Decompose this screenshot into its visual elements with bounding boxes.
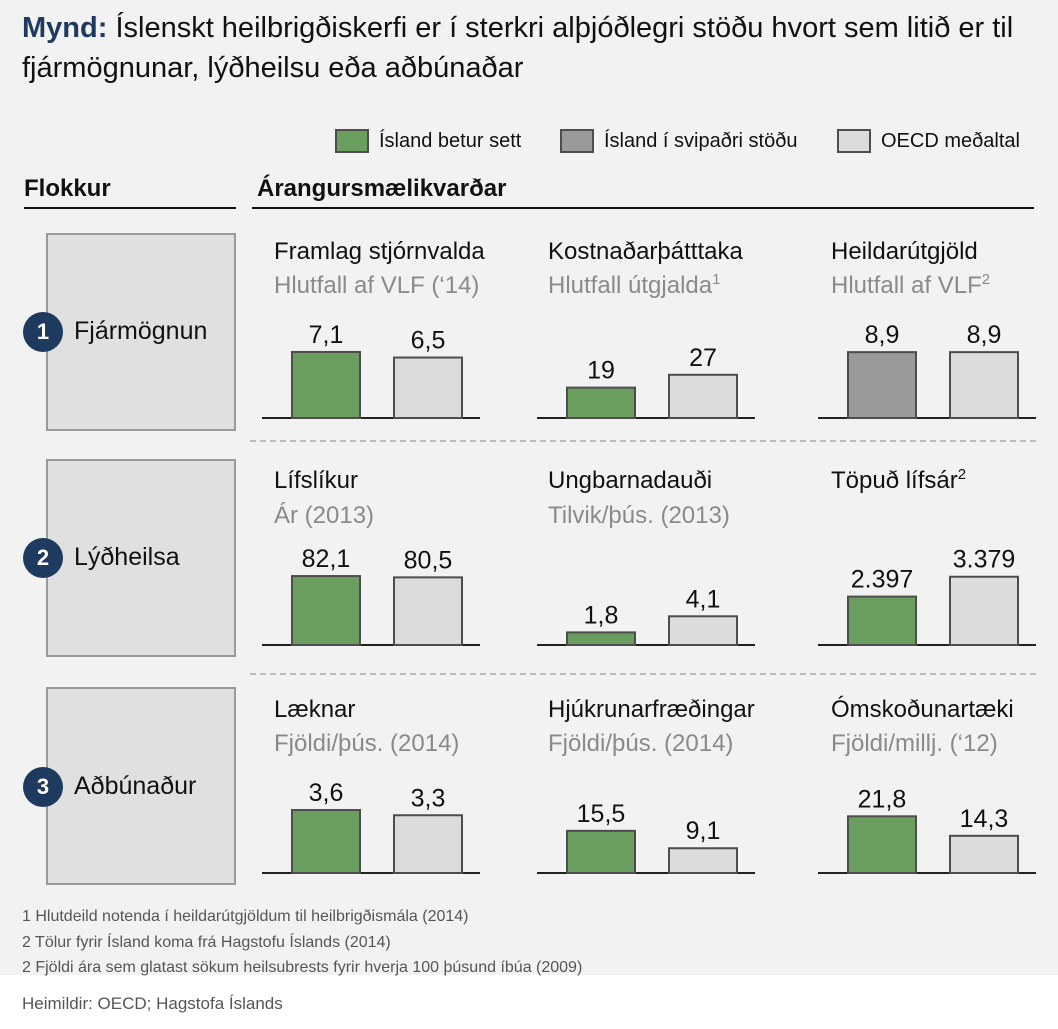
bar-iceland [291,350,361,419]
footnote-ref: 2 [957,466,967,483]
bar-oecd [949,575,1019,646]
legend-swatch-similar [560,129,594,153]
bar-iceland [291,809,361,874]
category-number-badge: 3 [23,767,63,807]
source-note: Heimildir: OECD; Hagstofa Íslands [22,994,283,1013]
title-prefix: Mynd: [22,12,108,44]
metric-title: Framlag stjórnvalda [274,238,485,265]
bar-oecd [668,615,738,646]
figure-title: Mynd: Íslenskt heilbrigðiskerfi er í ste… [22,8,1042,88]
bar-value-label: 1,8 [584,601,619,629]
bar-value-label: 6,5 [411,327,446,355]
category-name: Aðbúnaður [74,772,197,800]
bar-value-label: 2.397 [851,566,914,594]
metric-title: Læknar [274,696,356,723]
bar-value-label: 8,9 [967,321,1002,349]
bar-value-label: 7,1 [309,321,344,349]
legend-swatch-oecd [837,129,871,153]
bar-value-label: 82,1 [302,545,351,573]
bar-value-label: 27 [689,344,717,372]
bar-iceland [566,631,636,647]
bar-oecd [393,576,463,647]
header-rule-metrics [252,207,1034,209]
footnote: 2 Fjöldi ára sem glatast sökum heilsubre… [22,959,583,976]
bar-oecd [393,356,463,419]
header-rule-category [24,207,236,209]
header-metrics: Árangursmælikvarðar [257,175,507,202]
bar-value-label: 3.379 [953,546,1016,574]
bar-value-label: 3,6 [309,779,344,807]
metric-subtitle: Ár (2013) [274,502,375,529]
footnote-ref: 2 [981,271,991,288]
metric-subtitle: Fjöldi/þús. (2014) [548,730,734,757]
footnote: 2 Tölur fyrir Ísland koma frá Hagstofu Í… [22,934,391,951]
category-name: Fjármögnun [74,317,208,345]
category-box-3 [46,687,236,885]
bar-oecd [393,814,463,874]
bar-value-label: 4,1 [686,585,721,613]
header-category: Flokkur [24,175,111,202]
metric-subtitle: Hlutfall útgjalda1 [548,271,721,299]
legend-item-oecd: OECD meðaltal [837,127,1020,155]
legend-label: Ísland í svipaðri stöðu [604,129,798,152]
bar-oecd [668,847,738,874]
category-name: Lýðheilsa [74,543,180,571]
bar-value-label: 3,3 [411,784,446,812]
footnote-ref: 1 [712,271,721,288]
bar-value-label: 15,5 [577,800,626,828]
bar-value-label: 8,9 [865,321,900,349]
bar-charts: 7,1 6,5 19 27 8,9 8,9 82,1 80,5 1,8 4,1 2.397 3.379… [262,321,1036,875]
bar-iceland [847,595,917,647]
bar-oecd [949,834,1019,875]
title-text: Íslenskt heilbrigðiskerfi er í sterkri a… [22,12,1014,84]
bar-oecd [949,351,1019,420]
legend-label: OECD meðaltal [881,129,1020,152]
row-divider [250,440,1036,442]
category-number-badge: 1 [23,312,63,352]
legend-item-similar: Ísland í svipaðri stöðu [560,127,797,155]
metric-title: Lífslíkur [274,467,359,494]
metric-subtitle: Fjöldi/millj. (‘12) [831,730,998,757]
bar-value-label: 80,5 [404,546,453,574]
bar-value-label: 19 [587,357,615,385]
bar-iceland [291,575,361,647]
metric-title: Kostnaðarþátttaka [548,238,743,265]
metric-title: Ómskoðunartæki [831,696,1014,723]
legend-swatch-better [335,129,369,153]
category-number-badge: 2 [23,538,63,578]
metric-title: Ungbarnadauði [548,467,713,494]
metric-title: Töpuð lífsár2 [831,466,967,494]
legend-item-better: Ísland betur sett [335,127,521,155]
metric-subtitle: Hlutfall af VLF2 [831,271,991,299]
bar-iceland [566,386,636,420]
bar-value-label: 21,8 [858,785,907,813]
row-divider [250,673,1036,675]
bar-iceland [847,815,917,875]
metric-subtitle: Hlutfall af VLF (‘14) [274,272,480,299]
metric-subtitle: Fjöldi/þús. (2014) [274,730,460,757]
bar-value-label: 9,1 [686,817,721,845]
metric-subtitle: Tilvik/þús. (2013) [548,502,730,529]
footnote: 1 Hlutdeild notenda í heildarútgjöldum t… [22,908,469,925]
metric-title: Heildarútgjöld [831,238,978,265]
legend-label: Ísland betur sett [379,129,522,152]
bar-iceland [566,829,636,875]
metric-title: Hjúkrunarfræðingar [548,696,755,723]
bar-iceland [847,351,917,420]
bar-value-label: 14,3 [960,805,1009,833]
bar-oecd [668,373,738,419]
